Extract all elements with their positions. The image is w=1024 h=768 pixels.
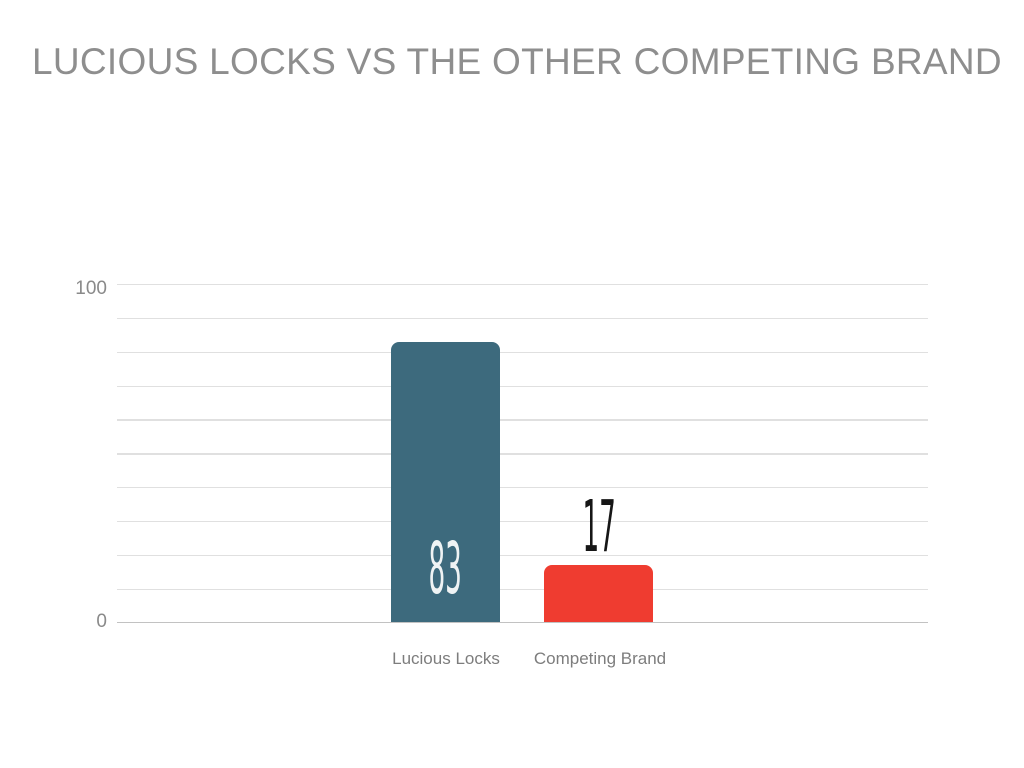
gridline xyxy=(117,487,928,489)
category-label-lucious-locks: Lucious Locks xyxy=(392,649,500,668)
gridline xyxy=(117,317,928,320)
value-text: 17 xyxy=(582,485,616,569)
y-axis-tick-0: 0 xyxy=(96,611,107,632)
value-label-lucious-locks: 83 xyxy=(345,533,545,604)
value-text: 83 xyxy=(428,526,462,610)
category-label-competing-brand: Competing Brand xyxy=(533,649,667,668)
gridline xyxy=(117,588,928,591)
chart-title: LUCIOUS LOCKS VS THE OTHER COMPETING BRA… xyxy=(32,41,1002,82)
gridline xyxy=(117,385,928,387)
bar-lucious-locks xyxy=(391,341,500,623)
plot-area xyxy=(117,284,928,624)
bar-competing-brand xyxy=(544,564,653,623)
gridline xyxy=(117,419,928,421)
y-axis-tick-100: 100 xyxy=(75,278,107,299)
value-label-competing-brand: 17 xyxy=(499,491,699,562)
gridline xyxy=(117,453,928,455)
gridline xyxy=(117,554,928,557)
gridline xyxy=(117,351,928,354)
gridline xyxy=(117,284,928,286)
x-axis-line xyxy=(117,621,928,624)
gridline xyxy=(117,520,928,523)
